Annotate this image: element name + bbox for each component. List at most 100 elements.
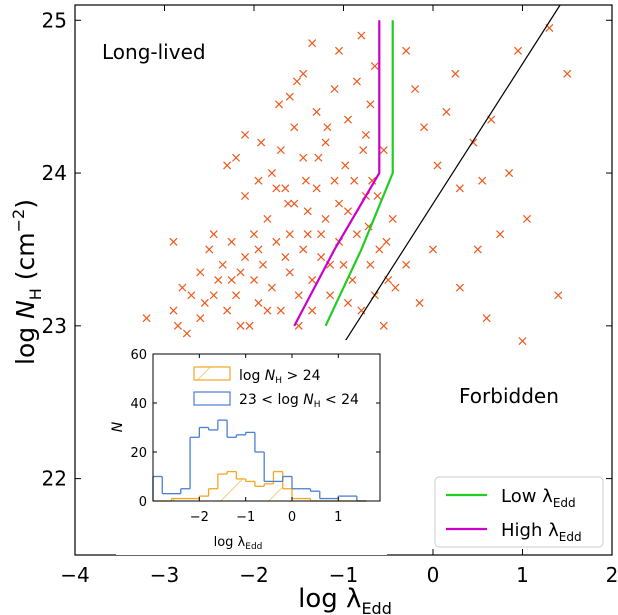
data-point	[361, 130, 370, 139]
legend-low-lambda-label: Low λEdd	[501, 486, 576, 510]
data-point	[391, 283, 400, 292]
inset-x-tick-label: 0	[288, 510, 296, 525]
data-point	[272, 237, 281, 246]
data-point	[496, 230, 505, 239]
y-tick-label: 24	[42, 161, 67, 185]
data-point	[350, 176, 359, 185]
data-point	[366, 260, 375, 269]
data-point	[241, 253, 250, 262]
data-point	[411, 85, 420, 94]
data-point	[267, 283, 276, 292]
data-point	[285, 268, 294, 277]
data-point	[308, 275, 317, 285]
data-point	[373, 191, 382, 200]
data-point	[254, 245, 263, 254]
y-axis-label: log NH (cm−2)	[9, 199, 45, 365]
data-point	[341, 161, 350, 170]
data-point	[505, 169, 514, 178]
data-point	[285, 92, 294, 101]
data-point	[263, 306, 272, 315]
inset-y-tick-label: 20	[130, 446, 147, 461]
data-point	[359, 146, 368, 155]
data-point	[375, 245, 384, 254]
data-point	[290, 199, 299, 208]
data-point	[209, 291, 218, 300]
data-point	[281, 184, 290, 193]
region-label-forbidden: Forbidden	[459, 384, 559, 408]
data-point	[482, 314, 491, 323]
low-lambda-curve	[324, 20, 394, 327]
data-point	[352, 77, 361, 86]
data-point	[317, 230, 326, 239]
data-point	[292, 77, 301, 86]
x-tick-label: 1	[516, 563, 529, 587]
data-point	[326, 291, 335, 300]
data-point	[379, 321, 388, 330]
data-point	[299, 153, 308, 162]
data-point	[254, 298, 263, 307]
data-point	[379, 146, 388, 155]
data-point	[308, 39, 317, 48]
data-point	[312, 107, 321, 116]
inset-y-axis-label: N	[110, 421, 126, 432]
data-point	[285, 230, 294, 239]
data-point	[299, 245, 308, 254]
x-axis-label: log λEdd	[298, 584, 392, 615]
data-point	[294, 291, 303, 300]
inset-y-tick-label: 40	[130, 397, 147, 412]
inset-legend-high-nh-swatch	[193, 366, 231, 381]
data-point	[196, 314, 205, 323]
data-point	[323, 123, 332, 132]
data-point	[249, 230, 259, 239]
data-point	[335, 46, 344, 55]
data-point	[433, 161, 442, 170]
y-tick-label: 25	[42, 8, 67, 32]
data-point	[232, 291, 241, 300]
data-point	[169, 306, 178, 315]
data-point	[267, 169, 276, 178]
data-point	[290, 123, 299, 132]
data-point	[348, 275, 357, 285]
inset-x-tick-label: 1	[334, 510, 342, 525]
data-point	[276, 146, 285, 155]
data-point	[258, 260, 267, 269]
data-point	[451, 69, 460, 78]
data-point	[241, 191, 250, 200]
data-point	[178, 283, 187, 292]
data-point	[200, 298, 209, 307]
data-point	[330, 176, 339, 185]
x-tick-label: −3	[150, 563, 179, 587]
data-point	[420, 123, 429, 132]
y-tick-label: 23	[42, 314, 67, 338]
data-point	[473, 245, 482, 254]
data-point	[196, 268, 205, 277]
data-point	[317, 253, 326, 262]
data-point	[343, 298, 352, 307]
data-point	[522, 214, 531, 223]
main-legend: Low λEdd High λEdd	[434, 476, 604, 548]
data-point	[272, 184, 281, 193]
data-point	[223, 161, 232, 170]
data-point	[518, 337, 527, 346]
data-point	[455, 184, 464, 193]
data-point	[276, 306, 285, 315]
data-point	[275, 100, 284, 109]
data-point	[388, 214, 397, 223]
data-point	[209, 230, 218, 239]
data-point	[357, 31, 366, 40]
data-point	[283, 199, 293, 208]
data-point	[142, 314, 151, 323]
data-point	[257, 138, 266, 147]
inset-y-tick-label: 0	[139, 495, 147, 510]
inset-legend: log NH > 24 23 < log NH < 24	[193, 366, 359, 410]
data-point	[321, 214, 330, 223]
data-point	[308, 306, 317, 315]
data-point	[263, 214, 272, 223]
data-point	[382, 237, 391, 246]
data-point	[182, 329, 191, 338]
x-tick-label: −4	[60, 563, 89, 587]
inset-legend-mid-nh-swatch	[193, 391, 231, 406]
inset-x-tick-label: −1	[236, 510, 255, 525]
data-point	[514, 46, 523, 55]
